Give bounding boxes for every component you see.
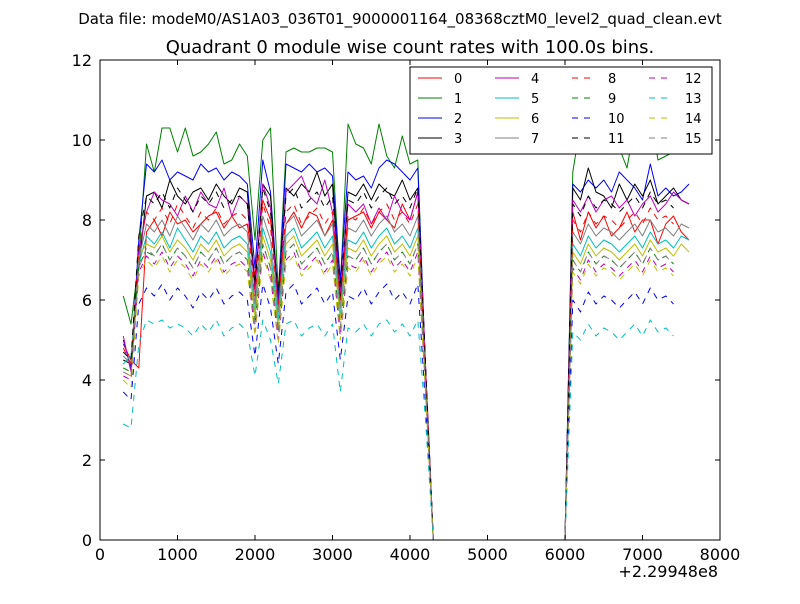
legend-label-13: 13: [685, 92, 702, 107]
legend-label-3: 3: [454, 132, 462, 147]
legend-label-5: 5: [531, 92, 539, 107]
x-tick-label: 5000: [467, 545, 508, 564]
x-tick-label: 1000: [157, 545, 198, 564]
series-line-15: [123, 243, 674, 541]
y-tick-label: 8: [82, 211, 92, 230]
legend-label-11: 11: [608, 132, 625, 147]
y-tick-label: 6: [82, 291, 92, 310]
y-tick-label: 12: [72, 51, 92, 70]
series-line-5: [122, 227, 690, 541]
legend-box: [409, 66, 713, 155]
legend-label-6: 6: [531, 112, 539, 127]
legend-label-7: 7: [531, 132, 539, 147]
legend-label-15: 15: [685, 132, 702, 147]
y-tick-label: 10: [72, 131, 92, 150]
series-line-11: [122, 187, 674, 541]
series-line-12: [123, 251, 674, 541]
series-line-8: [122, 203, 674, 541]
plot-frame: [99, 59, 721, 541]
x-tick-label: 0: [95, 545, 105, 564]
legend-label-8: 8: [608, 72, 616, 87]
series-line-4: [122, 175, 690, 541]
x-tick-label: 6000: [545, 545, 586, 564]
y-tick-label: 0: [82, 531, 92, 550]
x-tick-label: 7000: [622, 545, 663, 564]
legend-label-14: 14: [685, 112, 702, 127]
chart-title: Quadrant 0 module wise count rates with …: [166, 37, 655, 58]
series-line-10: [122, 283, 674, 541]
axes-layer: 0 1000 2000 3000 4000 5000 6000 7000 80000246810…: [72, 51, 741, 564]
y-tick-label: 4: [82, 371, 92, 390]
series-line-9: [123, 243, 674, 541]
series-line-7: [122, 215, 690, 541]
legend-label-0: 0: [454, 72, 462, 87]
legend-label-12: 12: [685, 72, 702, 87]
series-line-13: [123, 319, 674, 541]
legend-label-1: 1: [454, 92, 462, 107]
series-line-6: [123, 235, 690, 541]
x-tick-label: 4000: [390, 545, 431, 564]
x-tick-label: 3000: [312, 545, 353, 564]
legend-label-10: 10: [608, 112, 625, 127]
x-tick-label: 2000: [235, 545, 276, 564]
legend-label-9: 9: [608, 92, 616, 107]
legend-label-2: 2: [454, 112, 462, 127]
x-tick-label: 8000: [700, 545, 741, 564]
series-line-0: [122, 191, 690, 541]
data-file-label: Data file: modeM0/AS1A03_036T01_90000011…: [78, 10, 722, 29]
legend-label-4: 4: [531, 72, 539, 87]
series-layer: [122, 115, 690, 541]
x-offset-label: +2.29948e8: [618, 562, 718, 581]
series-line-3: [123, 167, 690, 541]
y-tick-label: 2: [82, 451, 92, 470]
series-line-14: [122, 255, 674, 541]
